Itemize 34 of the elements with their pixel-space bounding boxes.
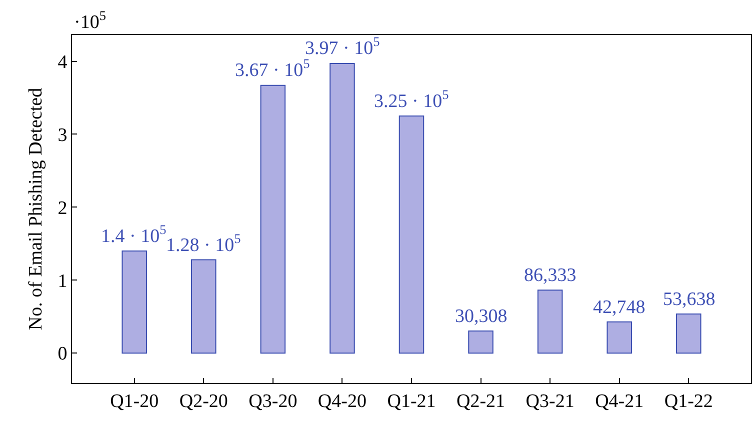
y-tick-label: 0: [58, 344, 68, 365]
bar: [606, 321, 632, 354]
annotation: 3.25 · 10$^{5}$: [374, 87, 450, 112]
bar: [676, 313, 702, 354]
x-tick-label: Q3-21: [526, 390, 574, 412]
annotation: 1.28 · 10$^{5}$: [166, 231, 242, 256]
x-tick-label: Q1-22: [664, 390, 713, 412]
bar: [468, 330, 494, 354]
bar: [398, 115, 424, 354]
bar: [537, 290, 563, 354]
annotation: 53,638: [663, 289, 716, 310]
y-tick-label: 3: [58, 124, 68, 146]
x-tick-label: Q2-20: [179, 390, 228, 412]
bar: [260, 84, 286, 354]
x-tick-label: Q1-21: [387, 390, 436, 412]
y-tick-label: 4: [58, 52, 68, 73]
annotation: 3.97 · 10$^{5}$: [305, 34, 380, 59]
bar: [122, 250, 147, 354]
annotation: 86,333: [524, 265, 576, 286]
annotation: 1.4 · 10$^{5}$: [101, 222, 167, 247]
bar: [191, 259, 216, 354]
x-tick-label: Q4-21: [595, 390, 644, 412]
x-tick-label: Q1-20: [110, 390, 159, 412]
annotation: 42,748: [593, 297, 646, 318]
annotation: 3.67 · 10$^{5}$: [235, 56, 310, 81]
y-tick-label: 1: [58, 270, 68, 292]
x-tick-label: Q2-21: [456, 390, 506, 412]
y-axis-title: No. of Email Phishing Detected: [26, 87, 47, 330]
bar: [330, 62, 355, 354]
annotation: 30,308: [455, 306, 508, 327]
y-tick-label: 2: [58, 198, 68, 219]
text: ·10$^{5}$: [74, 8, 106, 33]
x-tick-label: Q4-20: [318, 390, 366, 412]
x-tick-label: Q3-20: [248, 390, 298, 412]
